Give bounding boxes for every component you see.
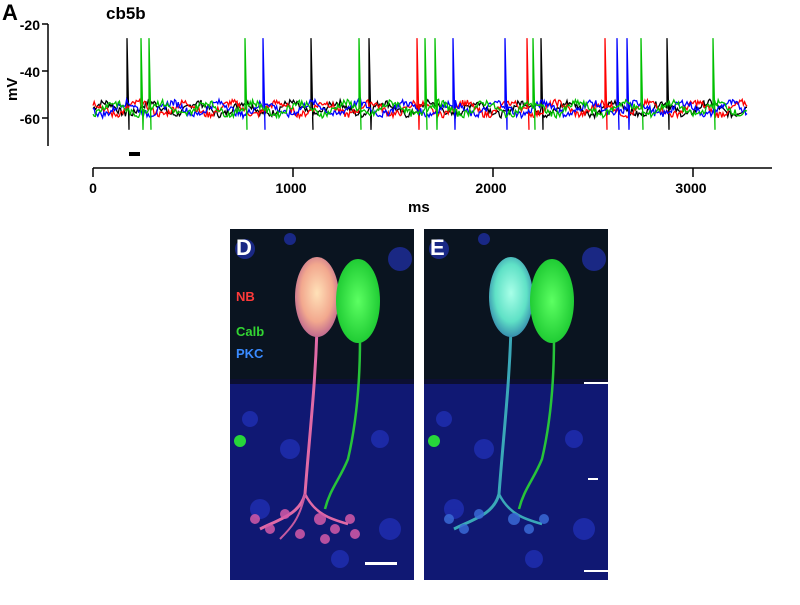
micrograph-d-image: [230, 229, 414, 580]
panel-a-letter: A: [2, 0, 18, 25]
micrograph-d: D NB Calb PKC: [230, 229, 414, 580]
x-tick-label: 3000: [675, 180, 707, 196]
panel-e-letter: E: [430, 235, 445, 260]
x-axis-title: ms: [408, 199, 430, 216]
y-tick-label: -60: [19, 111, 40, 127]
stimulus-bar: [129, 152, 140, 156]
legend-calb: Calb: [236, 324, 265, 339]
micrograph-e: E: [424, 229, 608, 580]
y-tick-label: -40: [19, 64, 40, 80]
micrograph-e-image: [424, 229, 608, 580]
trace-line: [92, 38, 748, 130]
trace-label: cb5b: [106, 4, 146, 23]
legend-pkc: PKC: [236, 346, 264, 361]
trace-line: [92, 38, 748, 130]
legend-nb: NB: [236, 289, 255, 304]
voltage-trace-chart: [42, 23, 772, 177]
x-tick-label: 1000: [275, 180, 307, 196]
y-tick-label: -20: [19, 17, 40, 33]
x-tick-label: 0: [89, 180, 97, 196]
x-tick-label: 2000: [475, 180, 507, 196]
trace-group: [92, 38, 748, 130]
panel-d-letter: D: [236, 235, 252, 260]
trace-line: [92, 38, 748, 130]
trace-line: [92, 38, 748, 130]
